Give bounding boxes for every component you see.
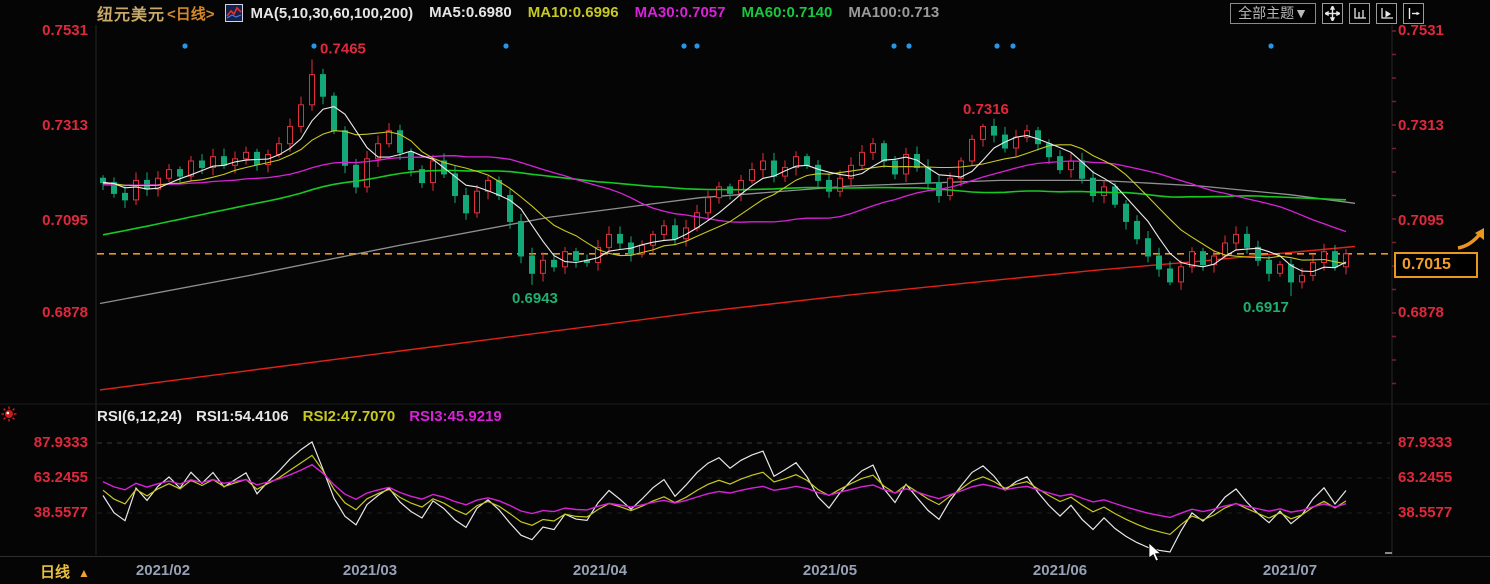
- axis-zoom-icon[interactable]: [1349, 2, 1370, 24]
- axis-play-icon[interactable]: [1376, 2, 1397, 24]
- rsi-indicator-header: RSI(6,12,24) RSI1:54.4106 RSI2:47.7070 RSI3…: [97, 406, 516, 426]
- current-price-tag: 0.7015: [1394, 252, 1478, 278]
- rsi-axis-label: 63.2455: [33, 469, 88, 486]
- price-axis-label: 0.6878: [42, 304, 88, 321]
- header-toolbar: 全部主题▼: [1230, 2, 1424, 24]
- price-annotation: 0.6943: [512, 290, 558, 307]
- rsi-value: RSI1:54.4106: [196, 407, 289, 425]
- date-label: 2021/06: [1032, 562, 1088, 579]
- price-axis-label: 0.7313: [42, 117, 88, 134]
- price-axis-label: 0.7531: [42, 22, 88, 39]
- chart-type-icon[interactable]: [224, 4, 243, 22]
- ma-settings-label: MA(5,10,30,60,100,200): [250, 4, 414, 22]
- period-arrow-icon: ▲: [78, 566, 90, 580]
- ma-value: MA60:0.7140: [741, 4, 833, 21]
- price-trend-arrow-icon: [1457, 228, 1484, 250]
- price-axis-label: 0.7313: [1398, 117, 1444, 134]
- shift-right-icon[interactable]: [1403, 2, 1424, 24]
- pan-move-icon[interactable]: [1322, 2, 1343, 24]
- period-selector[interactable]: 日线 ▲: [40, 561, 90, 582]
- symbol-period-label: <日线>: [167, 5, 215, 23]
- price-axis-label: 0.7095: [1398, 212, 1444, 229]
- ma-value: MA100:0.713: [848, 4, 940, 21]
- rsi-axis-label: 38.5577: [1398, 504, 1453, 521]
- ma-value: MA10:0.6996: [527, 4, 619, 21]
- date-label: 2021/07: [1262, 562, 1318, 579]
- date-label: 2021/02: [135, 562, 191, 579]
- price-axis-label: 0.7531: [1398, 22, 1444, 39]
- date-label: 2021/04: [572, 562, 628, 579]
- ma-values-list: MA5:0.6980 MA10:0.6996 MA30:0.7057 MA60:0.7…: [413, 4, 939, 22]
- rsi-axis-label: 63.2455: [1398, 469, 1453, 486]
- rsi-value: RSI(6,12,24): [97, 407, 183, 425]
- price-annotation: 0.7316: [963, 101, 1009, 118]
- period-label: 日线: [40, 564, 71, 581]
- chart-header: 纽元美元 <日线> MA(5,10,30,60,100,200) MA5:0.6…: [0, 0, 1490, 26]
- price-axis-label: 0.7095: [42, 212, 88, 229]
- rsi-axis-label: 87.9333: [1398, 434, 1453, 451]
- indicator-alert-icon: [1, 406, 17, 422]
- price-annotation: 0.6917: [1243, 299, 1289, 316]
- date-label: 2021/03: [342, 562, 398, 579]
- date-label: 2021/05: [802, 562, 858, 579]
- symbol-title: 纽元美元: [97, 7, 166, 24]
- price-annotation: 0.7465: [320, 41, 366, 58]
- rsi-value: RSI3:45.9219: [409, 407, 502, 425]
- ma-value: MA5:0.6980: [429, 4, 512, 21]
- time-axis-bar: 日线 ▲ 2021/02 2021/03 2021/04 2021/05 2021/06 2…: [0, 556, 1490, 584]
- rsi-value: RSI2:47.7070: [302, 407, 396, 425]
- rsi-axis-label: 38.5577: [33, 504, 88, 521]
- theme-dropdown-button[interactable]: 全部主题▼: [1230, 2, 1316, 24]
- current-price-value: 0.7015: [1402, 256, 1451, 273]
- mouse-cursor: [1148, 543, 1162, 562]
- price-axis-label: 0.6878: [1398, 304, 1444, 321]
- rsi-axis-label: 87.9333: [33, 434, 88, 451]
- ma-value: MA30:0.7057: [634, 4, 726, 21]
- theme-dropdown-label: 全部主题▼: [1238, 4, 1308, 21]
